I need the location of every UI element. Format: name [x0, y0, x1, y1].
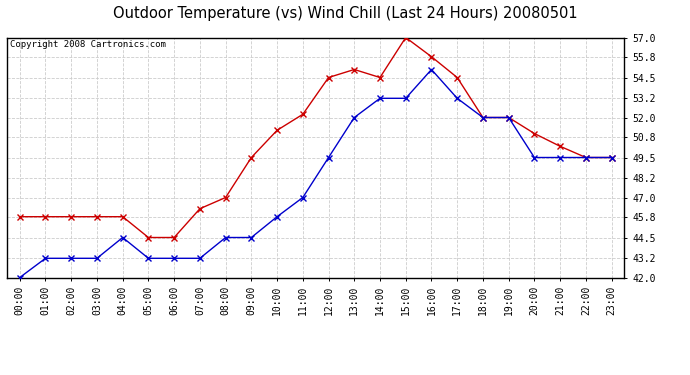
Text: Copyright 2008 Cartronics.com: Copyright 2008 Cartronics.com	[10, 40, 166, 49]
Text: Outdoor Temperature (vs) Wind Chill (Last 24 Hours) 20080501: Outdoor Temperature (vs) Wind Chill (Las…	[112, 6, 578, 21]
